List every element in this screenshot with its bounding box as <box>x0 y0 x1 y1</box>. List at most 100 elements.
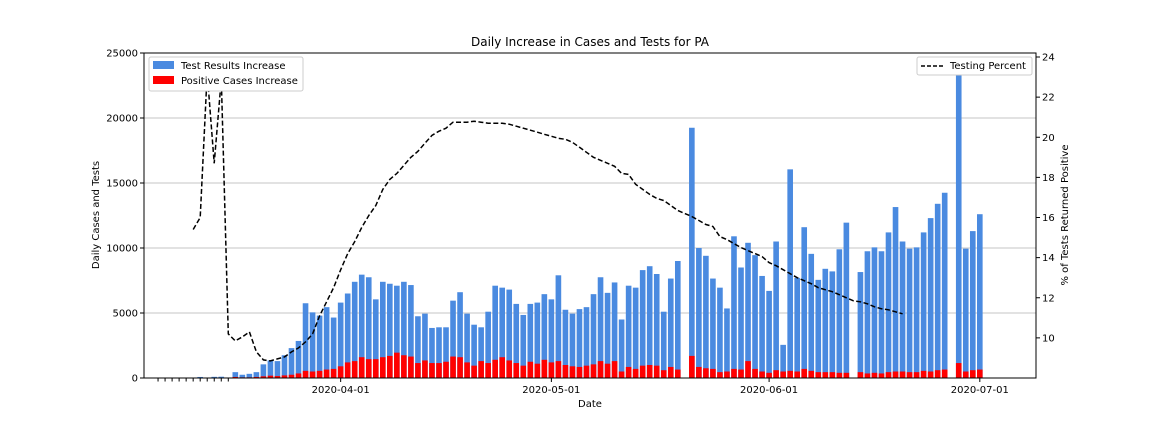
bar-positives <box>703 368 709 378</box>
bar-tests <box>520 314 527 378</box>
bar-positives <box>913 372 920 378</box>
bar-tests <box>450 300 456 378</box>
bar-tests <box>871 247 878 378</box>
bar-positives <box>548 362 555 378</box>
plot-frame <box>143 52 1037 379</box>
bar-positives <box>787 370 793 378</box>
bar-tests <box>597 277 604 378</box>
bar-group <box>197 68 983 378</box>
bar-tests <box>808 253 815 378</box>
bar-positives <box>281 375 288 378</box>
bar-tests <box>829 271 836 378</box>
y-axis-label: Daily Cases and Tests <box>91 161 102 269</box>
bar-tests <box>773 241 779 378</box>
bar-tests <box>260 364 267 378</box>
bar-tests <box>302 303 309 378</box>
bar-positives <box>674 369 681 378</box>
bar-positives <box>379 357 386 378</box>
bar-tests <box>492 285 498 378</box>
bar-tests <box>443 327 449 378</box>
bar-positives <box>499 357 506 378</box>
bar-tests <box>548 299 555 378</box>
bar-tests <box>288 348 295 378</box>
y-tick-label: 25000 <box>106 49 138 60</box>
bar-positives <box>436 363 442 378</box>
bar-tests <box>604 292 611 378</box>
bar-tests <box>365 277 372 378</box>
bar-positives <box>836 372 843 378</box>
bar-tests <box>583 307 590 378</box>
bar-tests <box>674 261 681 378</box>
x-axis-ticks: 2020-04-01 2020-05-01 2020-06-01 2020-07-01 <box>157 378 1009 396</box>
bar-positives <box>639 365 646 378</box>
bar-tests <box>429 327 435 378</box>
bar-positives <box>506 360 513 378</box>
bar-positives <box>527 361 534 378</box>
bar-tests <box>436 327 442 378</box>
bar-tests <box>710 278 716 378</box>
bar-positives <box>316 370 323 378</box>
bar-positives <box>766 372 772 378</box>
bar-positives <box>920 370 927 378</box>
bar-positives <box>934 370 941 378</box>
bar-tests <box>569 313 576 378</box>
bar-positives <box>534 363 541 378</box>
bar-tests <box>316 315 323 378</box>
bar-tests <box>506 289 513 378</box>
bar-positives <box>892 371 899 378</box>
bar-tests <box>379 281 386 378</box>
bar-positives <box>358 357 365 378</box>
bar-positives <box>478 361 484 378</box>
bar-positives <box>372 359 379 378</box>
bar-positives <box>295 373 302 378</box>
bar-positives <box>323 369 330 378</box>
y-tick-label: 0 <box>132 374 138 385</box>
bar-tests <box>801 227 808 378</box>
bar-positives <box>808 370 815 378</box>
bar-tests <box>372 299 379 378</box>
bar-tests <box>731 236 737 378</box>
bar-tests <box>780 344 786 378</box>
x-tick-label: 2020-04-01 <box>312 385 370 396</box>
bar-positives <box>689 355 695 378</box>
bar-tests <box>892 207 899 378</box>
bar-positives <box>541 359 548 378</box>
left-axis-ticks: 0 5000 10000 15000 20000 25000 <box>106 49 144 385</box>
bar-positives <box>660 370 667 378</box>
bar-positives <box>485 363 491 378</box>
bar-positives <box>857 372 864 378</box>
legend-right: Testing Percent <box>916 56 1033 76</box>
bar-tests <box>197 376 203 378</box>
y-right-tick-label: 12 <box>1042 293 1055 304</box>
bar-tests <box>822 268 829 378</box>
bar-tests <box>576 309 583 378</box>
bar-positives <box>759 371 765 378</box>
bar-positives <box>667 366 674 378</box>
legend-right-box <box>916 56 1033 76</box>
y-right-tick-label: 22 <box>1042 93 1055 104</box>
bar-tests <box>618 319 625 378</box>
legend-label-positives: Positive Cases Increase <box>181 76 298 87</box>
bar-positives <box>822 372 829 378</box>
bar-tests <box>295 340 302 378</box>
legend-label-line: Testing Percent <box>949 61 1026 72</box>
bar-tests <box>885 232 892 378</box>
bar-positives <box>450 356 456 378</box>
x-axis-label: Date <box>578 399 602 410</box>
bar-positives <box>843 372 850 378</box>
bar-tests <box>309 312 316 378</box>
testing-percent-line <box>192 73 903 362</box>
line-group <box>192 73 903 362</box>
bar-tests <box>717 287 723 378</box>
bar-tests <box>857 272 864 378</box>
bar-tests <box>330 317 337 378</box>
bar-positives <box>878 373 885 378</box>
bar-tests <box>323 307 330 378</box>
bar-positives <box>815 372 822 378</box>
bar-tests <box>696 248 702 378</box>
bar-tests <box>387 283 393 378</box>
bar-positives <box>625 366 632 378</box>
bar-tests <box>394 285 400 378</box>
bar-positives <box>344 362 351 378</box>
bar-positives <box>288 374 295 378</box>
